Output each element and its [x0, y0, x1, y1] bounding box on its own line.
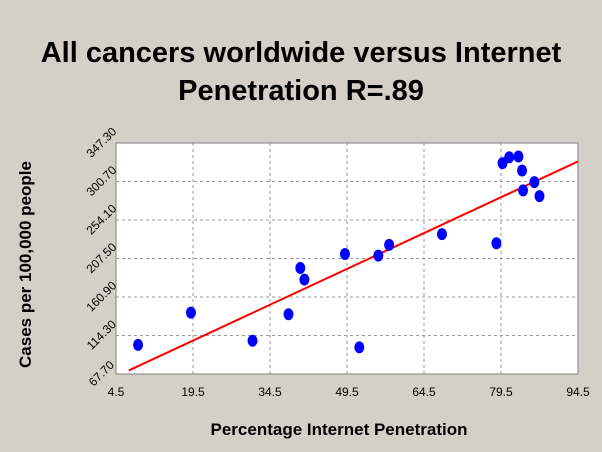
x-axis-label: Percentage Internet Penetration: [211, 420, 468, 439]
data-point: [373, 249, 384, 262]
data-point: [133, 338, 144, 351]
data-point: [529, 176, 540, 189]
data-point: [504, 151, 515, 164]
data-point: [436, 228, 447, 241]
data-point: [299, 273, 310, 286]
x-tick-label: 34.5: [258, 385, 282, 399]
chart-title: All cancers worldwide versus Internet Pe…: [0, 34, 602, 110]
data-point: [534, 190, 545, 203]
x-tick-label: 49.5: [335, 385, 359, 399]
data-point: [247, 334, 258, 347]
y-tick-label: 347.30: [83, 124, 119, 160]
x-tick-label: 94.5: [566, 385, 590, 399]
data-point: [283, 308, 294, 321]
data-point: [384, 238, 395, 251]
data-point: [517, 164, 528, 177]
y-tick-label: 300.70: [83, 163, 119, 199]
y-tick-label: 114.30: [84, 317, 119, 352]
x-tick-label: 19.5: [181, 385, 205, 399]
x-axis-ticks: 4.5 19.5 34.5 49.5 64.5 79.5 94.5: [108, 385, 590, 399]
data-point: [518, 184, 529, 197]
data-point: [354, 341, 365, 354]
data-point: [513, 150, 524, 163]
trendline: [128, 160, 579, 372]
x-tick-label: 4.5: [108, 385, 125, 399]
chart-title-line-1: All cancers worldwide versus Internet: [40, 37, 562, 69]
y-tick-label: 207.50: [83, 240, 119, 276]
data-point: [185, 306, 196, 319]
y-axis-ticks: 67.70114.30160.90207.50254.10300.70347.3…: [83, 124, 119, 389]
chart-title-line-2: Penetration R=.89: [178, 75, 424, 107]
x-tick-label: 64.5: [412, 385, 436, 399]
y-tick-label: 254.10: [83, 201, 119, 237]
data-point: [295, 262, 306, 275]
x-tick-label: 79.5: [489, 385, 513, 399]
y-axis-label: Cases per 100,000 people: [16, 161, 35, 368]
data-points: [133, 150, 545, 354]
data-point: [339, 247, 350, 260]
y-tick-label: 160.90: [83, 278, 119, 314]
data-point: [491, 237, 502, 250]
